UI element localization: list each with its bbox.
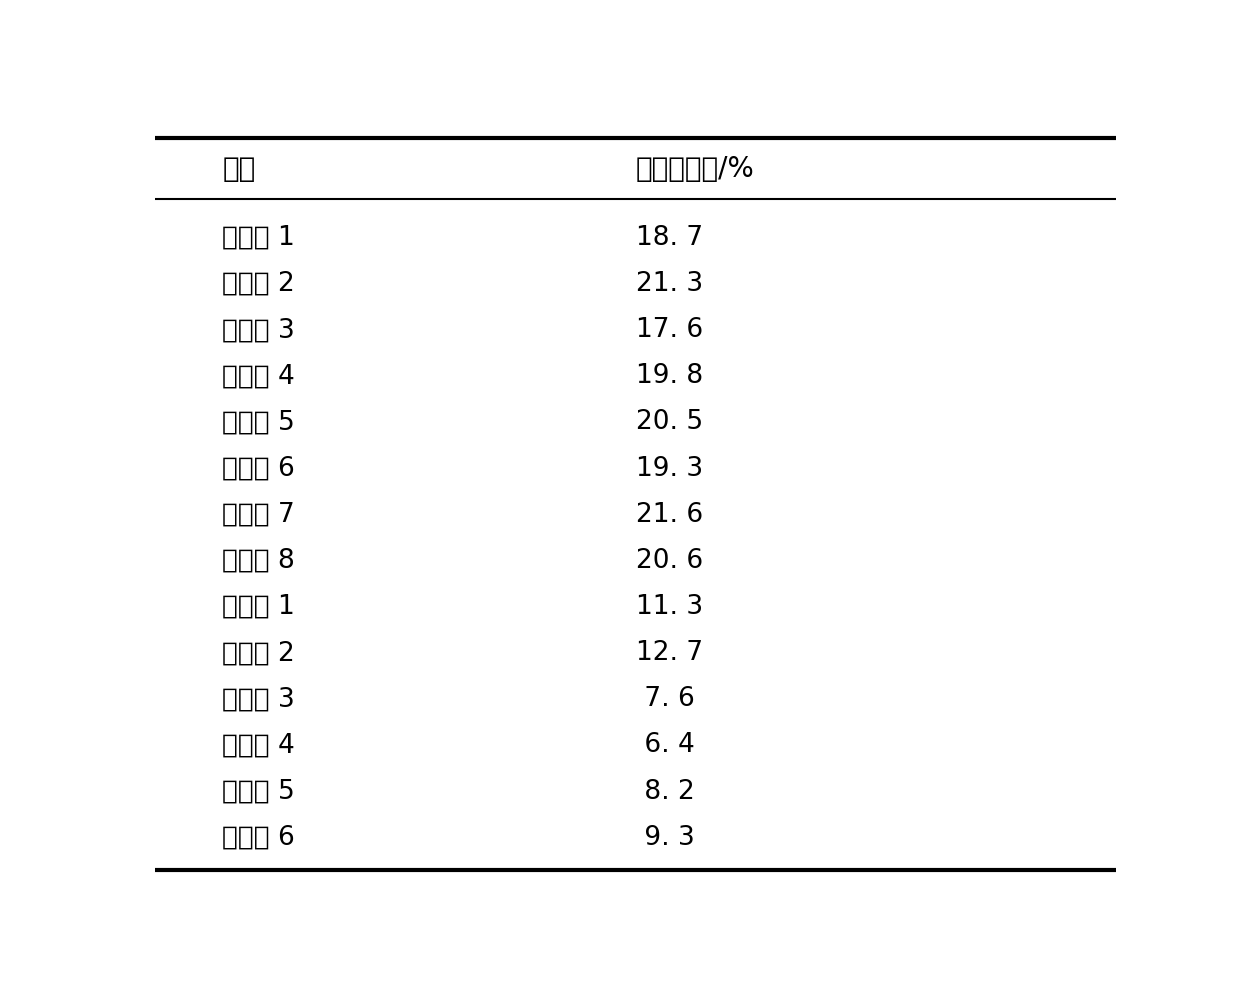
Text: 实施例 3: 实施例 3 — [222, 317, 295, 344]
Text: 实例: 实例 — [222, 155, 255, 183]
Text: 对比例 4: 对比例 4 — [222, 733, 295, 759]
Text: 实施例 6: 实施例 6 — [222, 456, 295, 482]
Text: 实施例 8: 实施例 8 — [222, 548, 295, 574]
Text: 19. 3: 19. 3 — [635, 456, 703, 482]
Text: 实施例 5: 实施例 5 — [222, 409, 295, 435]
Text: 对比例 2: 对比例 2 — [222, 640, 295, 666]
Text: 17. 6: 17. 6 — [635, 317, 703, 344]
Text: 实施例 2: 实施例 2 — [222, 271, 295, 297]
Text: 9. 3: 9. 3 — [635, 825, 694, 851]
Text: 对比例 5: 对比例 5 — [222, 779, 295, 804]
Text: 对比例 6: 对比例 6 — [222, 825, 295, 851]
Text: 19. 8: 19. 8 — [635, 363, 703, 389]
Text: 21. 6: 21. 6 — [635, 501, 703, 527]
Text: 20. 6: 20. 6 — [635, 548, 703, 574]
Text: 18. 7: 18. 7 — [635, 224, 703, 251]
Text: 21. 3: 21. 3 — [635, 271, 703, 297]
Text: 对比例 3: 对比例 3 — [222, 686, 295, 712]
Text: 8. 2: 8. 2 — [635, 779, 694, 804]
Text: 12. 7: 12. 7 — [635, 640, 703, 666]
Text: 对比例 1: 对比例 1 — [222, 594, 295, 620]
Text: 实施例 4: 实施例 4 — [222, 363, 295, 389]
Text: 提高采收率/%: 提高采收率/% — [635, 155, 754, 183]
Text: 实施例 7: 实施例 7 — [222, 501, 295, 527]
Text: 20. 5: 20. 5 — [635, 409, 703, 435]
Text: 7. 6: 7. 6 — [635, 686, 694, 712]
Text: 11. 3: 11. 3 — [635, 594, 703, 620]
Text: 6. 4: 6. 4 — [635, 733, 694, 759]
Text: 实施例 1: 实施例 1 — [222, 224, 295, 251]
